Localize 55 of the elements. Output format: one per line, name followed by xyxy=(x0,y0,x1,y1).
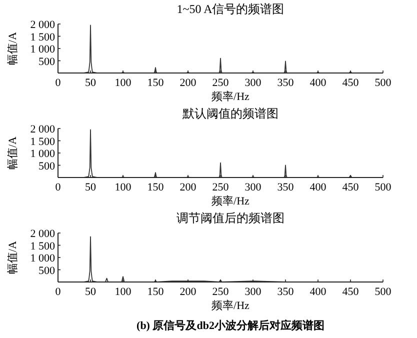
x-axis-title: 频率/Hz xyxy=(212,90,250,103)
x-tick-label: 450 xyxy=(342,286,360,298)
y-tick-label: 1 500 xyxy=(30,240,56,252)
x-tick-label: 250 xyxy=(212,182,230,194)
x-tick-label: 50 xyxy=(85,182,96,194)
x-tick-label: 50 xyxy=(85,77,96,89)
x-tick-label: 50 xyxy=(85,286,96,298)
y-tick-label: 500 xyxy=(38,56,56,68)
x-tick-label: 350 xyxy=(277,182,294,194)
x-tick-label: 250 xyxy=(212,77,230,89)
y-tick-label: 2 000 xyxy=(30,124,56,136)
x-tick-label: 300 xyxy=(244,286,262,298)
x-tick-label: 500 xyxy=(374,182,392,194)
x-tick-label: 200 xyxy=(180,182,197,194)
y-axis-title: 幅值/A xyxy=(7,240,19,274)
y-tick-label: 2 000 xyxy=(30,19,56,31)
x-tick-label: 200 xyxy=(180,286,197,298)
y-axis-title: 幅值/A xyxy=(7,32,19,65)
x-tick-label: 400 xyxy=(310,286,327,298)
x-tick-label: 350 xyxy=(277,286,294,298)
x-tick-label: 150 xyxy=(147,286,164,298)
y-tick-label: 2 000 xyxy=(30,228,56,240)
y-tick-label: 500 xyxy=(38,264,56,277)
x-tick-label: 300 xyxy=(244,77,262,89)
x-tick-label: 100 xyxy=(114,77,132,89)
y-tick-label: 1 500 xyxy=(30,136,56,148)
x-tick-label: 200 xyxy=(180,77,197,89)
x-tick-label: 500 xyxy=(374,77,392,89)
x-tick-label: 500 xyxy=(374,286,392,298)
y-tick-label: 1 000 xyxy=(30,148,56,160)
x-tick-label: 400 xyxy=(310,77,327,89)
x-tick-label: 450 xyxy=(342,182,360,194)
x-tick-label: 400 xyxy=(310,182,327,194)
y-tick-label: 1 000 xyxy=(30,252,56,264)
text: (b) 原信号及db2小波分解后对应频谱图 xyxy=(136,319,324,332)
y-tick-label: 500 xyxy=(38,160,56,172)
x-axis-title: 频率/Hz xyxy=(212,299,250,312)
x-tick-label: 0 xyxy=(55,182,62,194)
x-tick-label: 350 xyxy=(277,77,294,89)
x-tick-label: 100 xyxy=(114,182,132,194)
x-tick-label: 150 xyxy=(147,182,164,194)
x-tick-label: 450 xyxy=(342,77,360,89)
x-tick-label: 0 xyxy=(55,286,62,298)
y-axis-title: 幅值/A xyxy=(7,136,19,170)
y-tick-label: 1 500 xyxy=(30,31,56,44)
y-tick-label: 1 000 xyxy=(30,44,56,56)
x-tick-label: 100 xyxy=(114,286,132,298)
x-axis-title: 频率/Hz xyxy=(212,194,250,208)
chart-title: 调节阈值后的频谱图 xyxy=(176,211,284,225)
x-tick-label: 0 xyxy=(55,77,62,89)
x-tick-label: 300 xyxy=(244,182,262,194)
x-tick-label: 250 xyxy=(212,286,230,298)
chart-title: 1~50 A信号的频谱图 xyxy=(176,2,284,16)
chart-title: 默认阈值的频谱图 xyxy=(182,106,278,120)
x-tick-label: 150 xyxy=(147,77,164,89)
